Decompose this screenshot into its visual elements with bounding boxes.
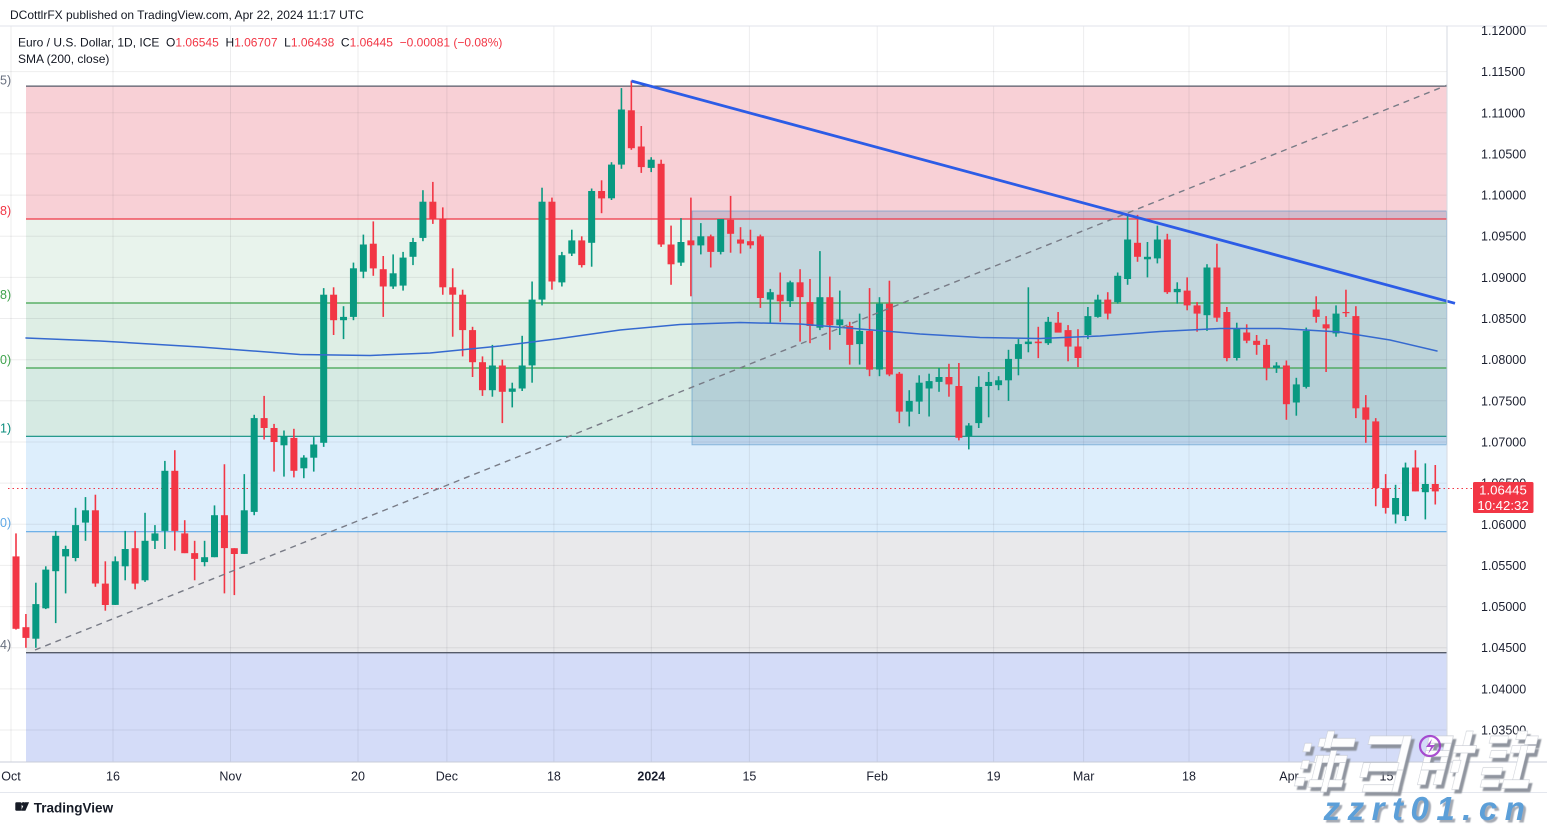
- svg-text:2024: 2024: [637, 770, 665, 784]
- svg-text:1.05000: 1.05000: [1481, 600, 1526, 614]
- svg-text:15: 15: [1380, 770, 1394, 784]
- svg-text:1.09500: 1.09500: [1481, 230, 1526, 244]
- svg-text:1.04000: 1.04000: [1481, 682, 1526, 696]
- svg-text:16: 16: [106, 770, 120, 784]
- svg-text:1.05500: 1.05500: [1481, 559, 1526, 573]
- svg-text:1.07000: 1.07000: [1481, 436, 1526, 450]
- svg-text:1): 1): [0, 422, 11, 436]
- svg-text:Mar: Mar: [1073, 770, 1095, 784]
- svg-text:8): 8): [0, 204, 11, 218]
- svg-text:1.07500: 1.07500: [1481, 394, 1526, 408]
- svg-text:1.08000: 1.08000: [1481, 353, 1526, 367]
- svg-text:1.08500: 1.08500: [1481, 312, 1526, 326]
- svg-text:1.12000: 1.12000: [1481, 24, 1526, 38]
- svg-text:Dec: Dec: [436, 770, 458, 784]
- svg-text:1.03500: 1.03500: [1481, 724, 1526, 738]
- svg-text:Oct: Oct: [1, 770, 21, 784]
- svg-text:1.11500: 1.11500: [1481, 65, 1525, 79]
- svg-text:1.06445: 1.06445: [1479, 483, 1527, 498]
- svg-text:SMA (200, close): SMA (200, close): [18, 52, 109, 66]
- svg-text:18: 18: [1182, 770, 1196, 784]
- svg-text:0): 0): [0, 353, 11, 367]
- svg-text:10:42:32: 10:42:32: [1477, 498, 1528, 513]
- svg-text:1.06000: 1.06000: [1481, 518, 1526, 532]
- svg-text:20: 20: [351, 770, 365, 784]
- svg-text:Apr: Apr: [1279, 770, 1298, 784]
- svg-text:1.10500: 1.10500: [1481, 147, 1526, 161]
- svg-text:Nov: Nov: [219, 770, 242, 784]
- svg-text:TradingView: TradingView: [34, 801, 114, 816]
- svg-text:1.04500: 1.04500: [1481, 641, 1526, 655]
- svg-text:DCottlrFX published on Trading: DCottlrFX published on TradingView.com, …: [10, 8, 364, 22]
- svg-text:0): 0): [0, 516, 11, 530]
- svg-text:18: 18: [547, 770, 561, 784]
- svg-text:Feb: Feb: [866, 770, 888, 784]
- svg-text:4): 4): [0, 638, 11, 652]
- svg-text:8): 8): [0, 288, 11, 302]
- svg-text:5): 5): [0, 74, 11, 88]
- svg-text:1.09000: 1.09000: [1481, 271, 1526, 285]
- svg-text:15: 15: [742, 770, 756, 784]
- svg-text:zzrt01.cn: zzrt01.cn: [1323, 790, 1533, 826]
- svg-text:1.11000: 1.11000: [1481, 106, 1525, 120]
- svg-text:19: 19: [987, 770, 1001, 784]
- svg-text:Euro / U.S. Dollar, 1D, ICE O: Euro / U.S. Dollar, 1D, ICE O1.06545 H1.…: [18, 36, 502, 50]
- svg-text:1.10000: 1.10000: [1481, 189, 1526, 203]
